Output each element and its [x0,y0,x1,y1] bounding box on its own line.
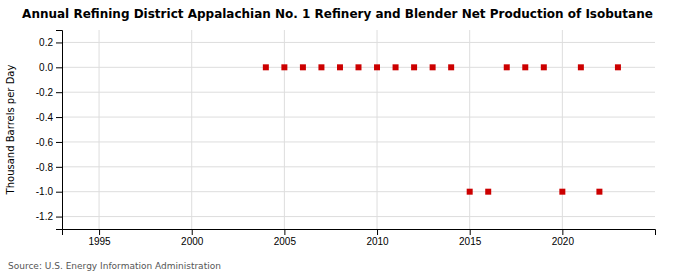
x-tick-label: 2015 [459,236,482,247]
x-axis-line [63,230,656,236]
x-tick-mark [470,229,471,235]
y-tick-label: -0.8 [36,162,54,173]
x-tick-label: 2000 [181,236,204,247]
source: Source: U.S. Energy Information Administ… [8,261,221,271]
point [541,64,547,70]
point [374,64,380,70]
point [559,189,565,195]
point [263,64,269,70]
x-axis: 1995 2000 2005 2010 2015 2020 [63,229,656,247]
plot: 1995 2000 2005 2010 2015 2020 0.2 0.0 -0.2 -0.4 -0… [36,30,656,247]
x-tick: 2005 [274,229,297,247]
point [300,64,306,70]
point [356,64,362,70]
x-tick-mark [192,229,193,235]
grid-line-y [62,216,655,217]
y-tick-label: 0.2 [39,37,53,48]
grid-line-y [62,191,655,192]
point [578,64,584,70]
chart: 1995 2000 2005 2010 2015 2020 0.2 0.0 -0.2 -0.4 -0… [0,0,675,275]
y-tick-mark [56,167,62,168]
y-tick-label: -0.4 [36,112,54,123]
x-tick: 2020 [552,229,575,247]
grid-line-y [62,92,655,93]
y-tick-mark [56,142,62,143]
x-tick-label: 2005 [274,236,297,247]
x-tick-label: 2010 [366,236,389,247]
x-tick-mark [562,229,563,235]
x-tick-mark [99,229,100,235]
point [337,64,343,70]
grid-line-x [562,30,563,229]
y-tick-mark [56,67,62,68]
y-tick: -0.4 [36,112,62,123]
x-tick: 2010 [366,229,389,247]
y-tick-mark [56,217,62,218]
y-tick-mark [56,92,62,93]
y-tick-mark [56,117,62,118]
point [393,64,399,70]
point [411,64,417,70]
y-tick-label: -0.6 [36,137,54,148]
point [467,189,473,195]
grid-line-y [62,42,655,43]
point [485,189,491,195]
grid-line-y [62,141,655,142]
y-tick: -0.2 [36,87,62,98]
x-tick: 2000 [181,229,204,247]
grid-line-x [284,30,285,229]
title: Annual Refining District Appalachian No.… [22,7,653,21]
y-tick: -0.6 [36,137,62,148]
x-tick-label: 1995 [88,236,111,247]
x-tick: 2015 [459,229,482,247]
y-tick: 0.2 [39,37,62,48]
point [615,64,621,70]
point [430,64,436,70]
y-tick: -0.8 [36,162,62,173]
points [263,64,621,194]
y-tick: 0.0 [39,62,62,73]
y-axis-line [56,31,63,230]
y-tick-label: -1.2 [36,211,54,222]
grid-line-x [377,30,378,229]
x-tick-mark [377,229,378,235]
point [318,64,324,70]
x-tick-mark [284,229,285,235]
grid-line-x [469,30,470,229]
y-tick-label: -1.0 [36,186,54,197]
point [504,64,510,70]
y-tick-label: -0.2 [36,87,54,98]
grid-line-x [191,30,192,229]
grid-line-y [62,166,655,167]
y-tick-mark [56,192,62,193]
y-tick: -1.2 [36,211,62,222]
grid [62,30,655,229]
grid-line-x [99,30,100,229]
point [596,189,602,195]
x-tick: 1995 [88,229,111,247]
point [281,64,287,70]
y-axis: 0.2 0.0 -0.2 -0.4 -0.6 -0.8 -1.0 -1.2 [36,31,63,230]
y-tick-mark [56,42,62,43]
grid-line-y [62,117,655,118]
x-tick-label: 2020 [552,236,575,247]
y-axis-label: Thousand Barrels per Day [5,65,16,196]
point [522,64,528,70]
y-tick: -1.0 [36,186,62,197]
point [448,64,454,70]
y-tick-label: 0.0 [39,62,53,73]
